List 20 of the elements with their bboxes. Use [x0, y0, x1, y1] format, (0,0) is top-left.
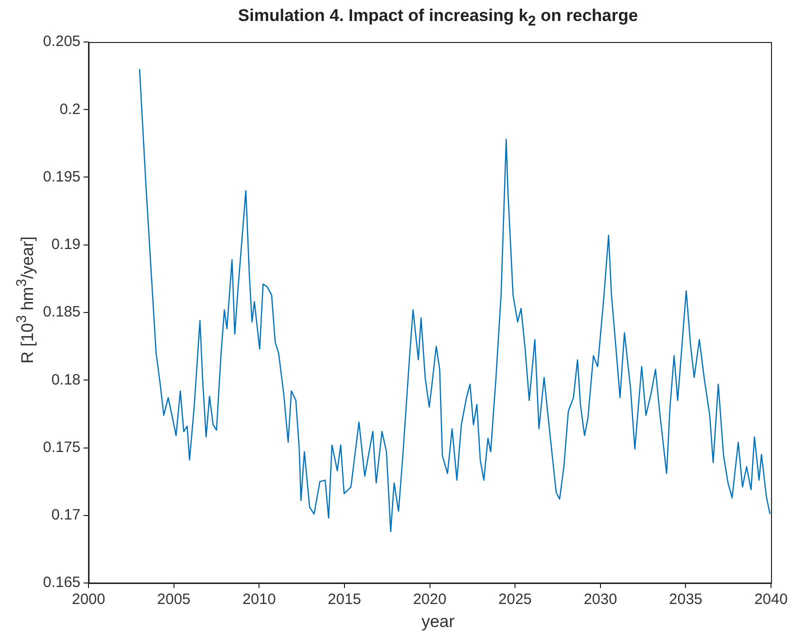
- x-tick-label: 2000: [72, 591, 106, 608]
- y-tick-label: 0.165: [42, 574, 81, 592]
- x-axis-title: year: [420, 612, 456, 632]
- y-tick-label: 0.185: [42, 304, 81, 321]
- chart-title: Simulation 4. Impact of increasing k$_{2}$ on recharge: [237, 6, 639, 30]
- x-tick-label: 2020: [413, 591, 446, 608]
- x-tick-label: 2010: [242, 591, 276, 608]
- y-tick-label: 0.17: [51, 506, 81, 524]
- x-tick-label: 2015: [328, 591, 362, 608]
- y-tick-label: 0.195: [42, 168, 81, 186]
- x-tick-label: 2025: [498, 591, 532, 608]
- y-tick-label: 0.205: [42, 33, 81, 50]
- x-tick-label: 2040: [754, 591, 788, 608]
- y-tick-label: 0.18: [51, 371, 81, 388]
- x-tick-label: 2030: [584, 591, 618, 608]
- y-tick-label: 0.19: [51, 236, 81, 254]
- x-tick-label: 2005: [157, 591, 191, 608]
- x-tick-label: 2035: [669, 591, 702, 608]
- y-tick-label: 0.175: [42, 438, 81, 456]
- y-tick-label: 0.2: [60, 100, 81, 118]
